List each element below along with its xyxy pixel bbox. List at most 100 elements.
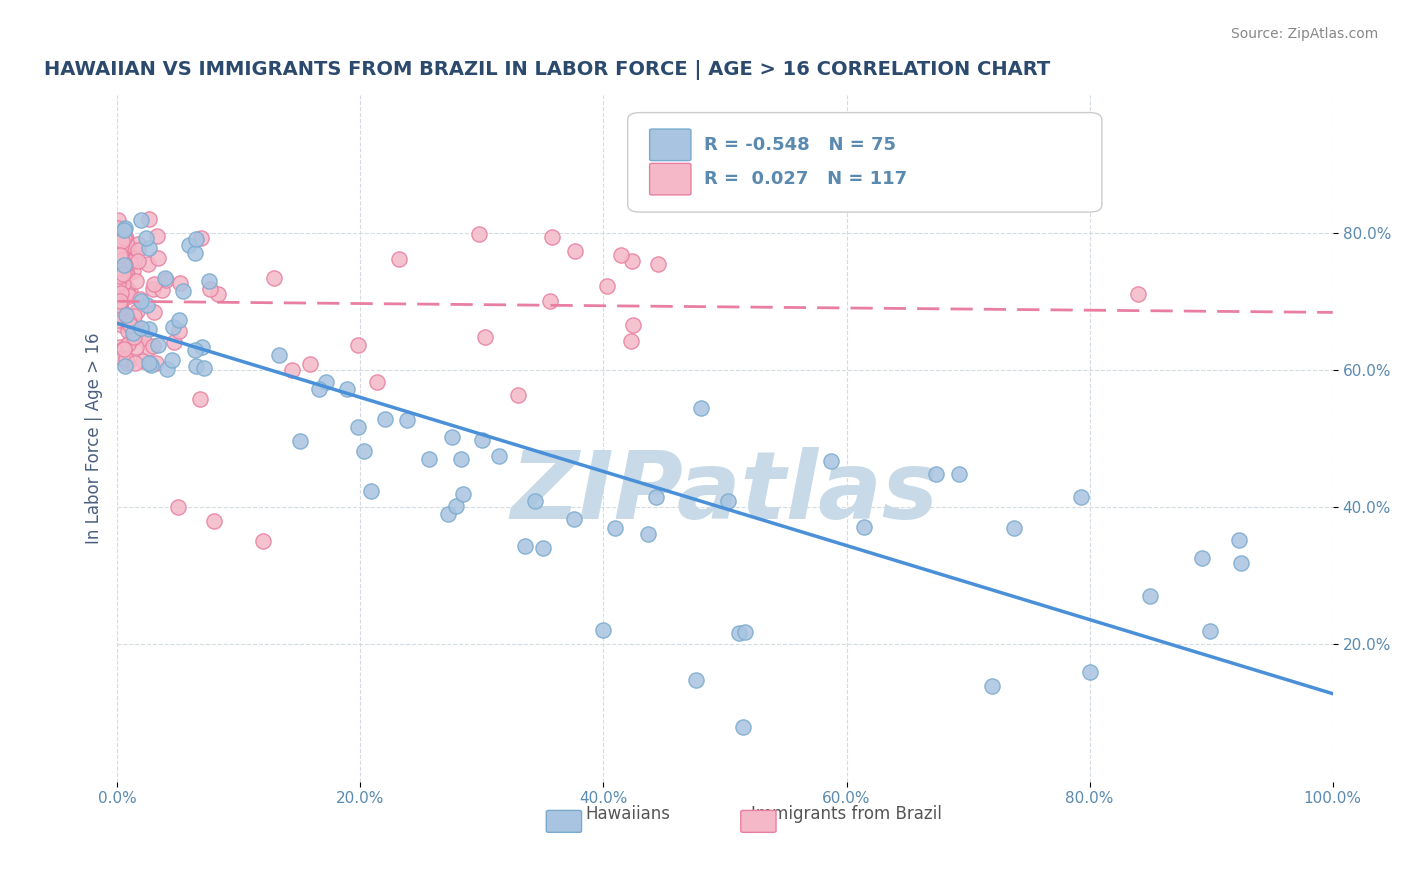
Point: [450, 451, 472, 466]
Point: [115, 356, 138, 370]
Point: [114, 268, 136, 282]
Point: [127, 254, 149, 268]
Point: [136, 257, 159, 271]
Text: ZIPatlas: ZIPatlas: [510, 448, 939, 540]
Point: [451, 487, 474, 501]
Point: [110, 247, 132, 261]
Point: [111, 252, 134, 267]
Point: [125, 274, 148, 288]
Y-axis label: In Labor Force | Age > 16: In Labor Force | Age > 16: [86, 333, 103, 544]
Point: [120, 333, 142, 347]
Point: [122, 330, 145, 344]
Point: [177, 237, 200, 252]
Point: [125, 303, 148, 318]
Point: [204, 514, 226, 528]
Point: [524, 493, 547, 508]
Point: [143, 305, 166, 319]
Point: [118, 314, 141, 328]
Point: [336, 383, 359, 397]
Point: [127, 320, 149, 334]
Point: [124, 356, 146, 370]
Point: [118, 288, 141, 302]
Point: [353, 443, 375, 458]
Text: R = -0.548   N = 75: R = -0.548 N = 75: [704, 136, 896, 153]
Text: Source: ZipAtlas.com: Source: ZipAtlas.com: [1230, 27, 1378, 41]
Point: [114, 258, 136, 272]
Point: [146, 338, 169, 352]
Point: [564, 244, 586, 258]
Point: [129, 321, 152, 335]
Point: [132, 354, 155, 368]
Point: [117, 336, 139, 351]
Point: [108, 293, 131, 308]
Point: [160, 353, 183, 368]
Point: [114, 352, 136, 367]
Point: [110, 301, 132, 315]
Text: HAWAIIAN VS IMMIGRANTS FROM BRAZIL IN LABOR FORCE | AGE > 16 CORRELATION CHART: HAWAIIAN VS IMMIGRANTS FROM BRAZIL IN LA…: [44, 60, 1050, 79]
Point: [117, 267, 139, 281]
Point: [115, 232, 138, 246]
Point: [118, 318, 141, 333]
Point: [117, 324, 139, 338]
Point: [488, 449, 510, 463]
Point: [132, 331, 155, 345]
Point: [596, 278, 619, 293]
Point: [138, 356, 160, 370]
Point: [125, 340, 148, 354]
Point: [112, 223, 135, 237]
Point: [108, 225, 131, 239]
Point: [118, 285, 141, 299]
Point: [167, 500, 190, 515]
Point: [110, 268, 132, 283]
Point: [620, 253, 643, 268]
Point: [115, 318, 138, 332]
Point: [122, 309, 145, 323]
Point: [820, 453, 842, 467]
Point: [108, 340, 131, 354]
Point: [114, 220, 136, 235]
Point: [541, 230, 564, 244]
Point: [129, 326, 152, 341]
Point: [115, 285, 138, 299]
Point: [267, 348, 290, 362]
Point: [308, 382, 330, 396]
Point: [198, 282, 221, 296]
Point: [290, 434, 312, 448]
FancyBboxPatch shape: [547, 811, 582, 832]
Point: [122, 263, 145, 277]
Point: [474, 330, 496, 344]
Point: [564, 512, 586, 526]
Point: [620, 334, 643, 348]
Point: [685, 673, 707, 687]
Point: [198, 274, 221, 288]
Point: [114, 359, 136, 374]
Point: [734, 624, 756, 639]
FancyBboxPatch shape: [741, 811, 776, 832]
Point: [155, 273, 177, 287]
Point: [138, 211, 160, 226]
Point: [107, 261, 129, 276]
Point: [388, 252, 411, 267]
Point: [111, 318, 134, 332]
Point: [184, 232, 207, 246]
Point: [107, 276, 129, 290]
Point: [111, 267, 134, 281]
Point: [112, 342, 135, 356]
Point: [145, 229, 167, 244]
Point: [108, 248, 131, 262]
Point: [107, 244, 129, 259]
Point: [138, 241, 160, 255]
Point: [114, 279, 136, 293]
Point: [156, 361, 179, 376]
Point: [112, 258, 135, 272]
Point: [138, 322, 160, 336]
Text: Immigrants from Brazil: Immigrants from Brazil: [751, 805, 942, 823]
Point: [172, 284, 194, 298]
Point: [114, 229, 136, 244]
Point: [110, 286, 132, 301]
Point: [418, 452, 440, 467]
Point: [129, 293, 152, 308]
Point: [280, 363, 302, 377]
Point: [190, 231, 212, 245]
Point: [118, 240, 141, 254]
